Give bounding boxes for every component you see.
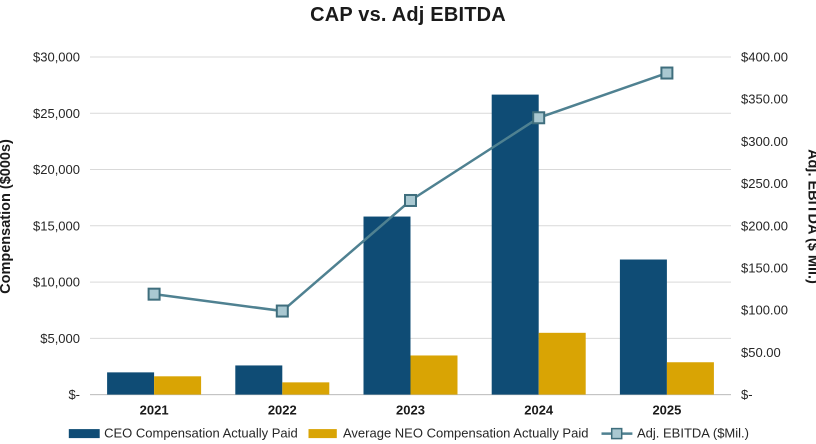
svg-text:$-: $-: [68, 387, 80, 402]
svg-text:$50.00: $50.00: [741, 345, 781, 360]
svg-text:Compensation ($000s): Compensation ($000s): [0, 139, 14, 294]
svg-text:2022: 2022: [268, 403, 297, 418]
svg-text:$-: $-: [741, 387, 753, 402]
svg-text:$15,000: $15,000: [33, 218, 80, 233]
svg-text:$5,000: $5,000: [40, 331, 80, 346]
svg-text:2021: 2021: [140, 403, 169, 418]
svg-text:$10,000: $10,000: [33, 275, 80, 290]
svg-text:$30,000: $30,000: [33, 50, 80, 65]
svg-text:$150.00: $150.00: [741, 261, 788, 276]
svg-text:$300.00: $300.00: [741, 134, 788, 149]
svg-text:$200.00: $200.00: [741, 218, 788, 233]
svg-text:2024: 2024: [524, 403, 554, 418]
svg-text:$25,000: $25,000: [33, 106, 80, 121]
svg-text:$350.00: $350.00: [741, 92, 788, 107]
svg-text:CEO Compensation Actually Paid: CEO Compensation Actually Paid: [104, 426, 298, 441]
svg-text:$100.00: $100.00: [741, 303, 788, 318]
svg-text:$400.00: $400.00: [741, 50, 788, 65]
svg-text:Adj. EBITDA ($Mil.): Adj. EBITDA ($Mil.): [637, 426, 749, 441]
svg-text:Average NEO Compensation Actua: Average NEO Compensation Actually Paid: [343, 426, 588, 441]
svg-text:2025: 2025: [652, 403, 681, 418]
svg-text:Adj. EBITDA ($ Mil.): Adj. EBITDA ($ Mil.): [805, 149, 816, 284]
svg-text:2023: 2023: [396, 403, 425, 418]
svg-text:$250.00: $250.00: [741, 176, 788, 191]
svg-text:$20,000: $20,000: [33, 162, 80, 177]
